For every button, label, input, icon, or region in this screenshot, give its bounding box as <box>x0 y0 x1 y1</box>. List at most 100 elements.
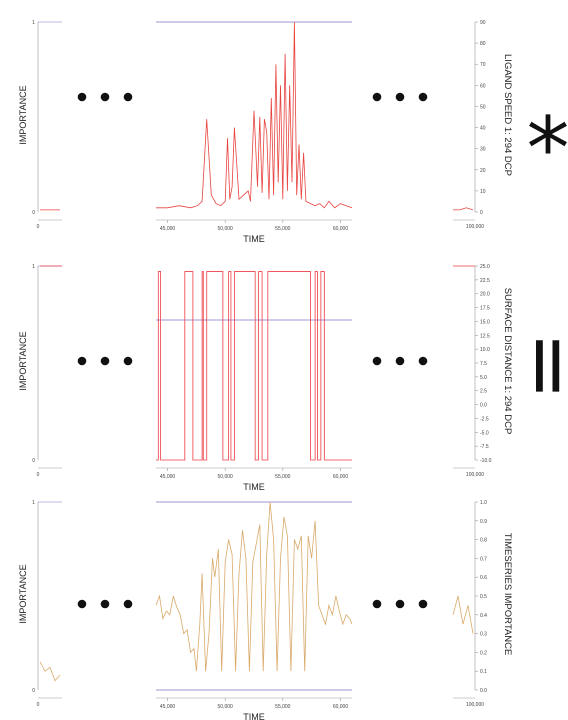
right-tick-label: -7.5 <box>480 444 489 450</box>
equals-operator: = <box>502 332 568 401</box>
right-tail-line <box>452 595 474 634</box>
right-tick-label: 10 <box>480 189 486 195</box>
right-tick-label: 0.4 <box>480 613 487 619</box>
y-axis-label: IMPORTANCE <box>18 331 28 390</box>
right-tick-label: 50 <box>480 104 486 110</box>
ellipsis-dot <box>372 599 382 609</box>
right-tick-label: -5.0 <box>480 430 489 436</box>
x-axis-label: TIME <box>243 712 265 720</box>
series-name-label: TIMESERIES IMPORTANCE <box>502 533 513 656</box>
left-tail-line <box>39 661 61 682</box>
x-axis-label: TIME <box>243 234 265 244</box>
right-tick-label: 5.0 <box>480 375 487 381</box>
right-tick-label: 70 <box>480 62 486 68</box>
right-tick-label: 25.0 <box>480 264 490 270</box>
x-tick-label: 55,000 <box>275 226 291 232</box>
x-tick-label: 0 <box>37 224 40 230</box>
series-name-label: LIGAND SPEED 1: 294 DCP <box>502 54 513 176</box>
left-tick-label: 1 <box>32 264 35 270</box>
x-tick-label: 50,000 <box>218 474 234 480</box>
ellipsis-dot <box>77 356 87 366</box>
left-ellipsis <box>77 356 133 366</box>
right-tick-label: 80 <box>480 41 486 47</box>
ellipsis-dot <box>372 92 382 102</box>
series-line <box>155 501 353 672</box>
right-tick-label: 0.0 <box>480 403 487 409</box>
right-tick-label: 20 <box>480 168 486 174</box>
right-tick-label: -10.0 <box>480 458 492 464</box>
ellipsis-dot <box>395 92 405 102</box>
x-tick-label: 100,000 <box>466 702 484 708</box>
ellipsis-dot <box>123 356 133 366</box>
right-tick-label: 0.6 <box>480 575 487 581</box>
left-tick-label: 0 <box>32 688 35 694</box>
right-tick-label: -2.5 <box>480 416 489 422</box>
multiply-operator: * <box>527 99 568 199</box>
chart-panel-2: IMPORTANCE 0 1 0 45,000 50,000 55,000 60,000 TIM… <box>18 264 513 492</box>
right-tick-label: 10.0 <box>480 347 490 353</box>
series-line <box>156 21 353 209</box>
right-tick-label: 30 <box>480 147 486 153</box>
ellipsis-dot <box>100 599 110 609</box>
y-axis-label: IMPORTANCE <box>18 564 28 623</box>
right-tick-label: 20.0 <box>480 292 490 298</box>
ellipsis-dot <box>418 92 428 102</box>
x-tick-label: 0 <box>37 702 40 708</box>
right-tick-label: 7.5 <box>480 361 487 367</box>
ellipsis-dot <box>100 92 110 102</box>
right-tick-label: 22.5 <box>480 278 490 284</box>
series-name-label: SURFACE DISTANCE 1: 294 DCP <box>502 288 513 435</box>
right-tick-label: 40 <box>480 126 486 132</box>
ellipsis-dot <box>395 356 405 366</box>
left-tick-label: 1 <box>32 500 35 506</box>
x-tick-label: 50,000 <box>218 226 234 232</box>
x-tick-label: 60,000 <box>333 226 349 232</box>
chart-panel-3: IMPORTANCE 0 1 0 45,000 50,000 55,000 60,000 TIM… <box>18 500 513 720</box>
right-tick-label: 17.5 <box>480 306 490 312</box>
right-tick-label: 0.0 <box>480 688 487 694</box>
right-tick-label: 0.7 <box>480 556 487 562</box>
right-tick-label: 12.5 <box>480 333 490 339</box>
right-ellipsis <box>372 92 428 102</box>
right-tick-label: 0.2 <box>480 650 487 656</box>
series-line <box>156 271 352 461</box>
ellipsis-dot <box>77 92 87 102</box>
ellipsis-dot <box>77 599 87 609</box>
x-tick-label: 45,000 <box>160 704 176 710</box>
x-tick-label: 45,000 <box>160 474 176 480</box>
left-tick-label: 1 <box>32 20 35 26</box>
right-tick-label: 0.8 <box>480 538 487 544</box>
right-tail-line <box>453 207 474 211</box>
x-tick-label: 50,000 <box>218 704 234 710</box>
right-tick-label: 90 <box>480 20 486 26</box>
x-tick-label: 100,000 <box>466 472 484 478</box>
ellipsis-dot <box>395 599 405 609</box>
left-ellipsis <box>77 92 133 102</box>
ellipsis-dot <box>372 356 382 366</box>
right-tick-label: 0.9 <box>480 519 487 525</box>
right-tick-label: 1.0 <box>480 500 487 506</box>
left-ellipsis <box>77 599 133 609</box>
ellipsis-dot <box>123 92 133 102</box>
x-tick-label: 60,000 <box>333 474 349 480</box>
right-ellipsis <box>372 356 428 366</box>
y-axis-label: IMPORTANCE <box>18 85 28 144</box>
right-tick-label: 60 <box>480 83 486 89</box>
left-tick-label: 0 <box>32 210 35 216</box>
right-tick-label: 15.0 <box>480 319 490 325</box>
ellipsis-dot <box>418 356 428 366</box>
x-tick-label: 0 <box>37 472 40 478</box>
left-tick-label: 0 <box>32 458 35 464</box>
right-tick-label: 0.1 <box>480 669 487 675</box>
ellipsis-dot <box>123 599 133 609</box>
ellipsis-dot <box>418 599 428 609</box>
right-tick-label: 0 <box>480 210 483 216</box>
right-tick-label: 0.5 <box>480 594 487 600</box>
x-tick-label: 45,000 <box>160 226 176 232</box>
x-axis-label: TIME <box>243 482 265 492</box>
x-tick-label: 60,000 <box>333 704 349 710</box>
right-tick-label: 2.5 <box>480 389 487 395</box>
x-tick-label: 55,000 <box>275 704 291 710</box>
